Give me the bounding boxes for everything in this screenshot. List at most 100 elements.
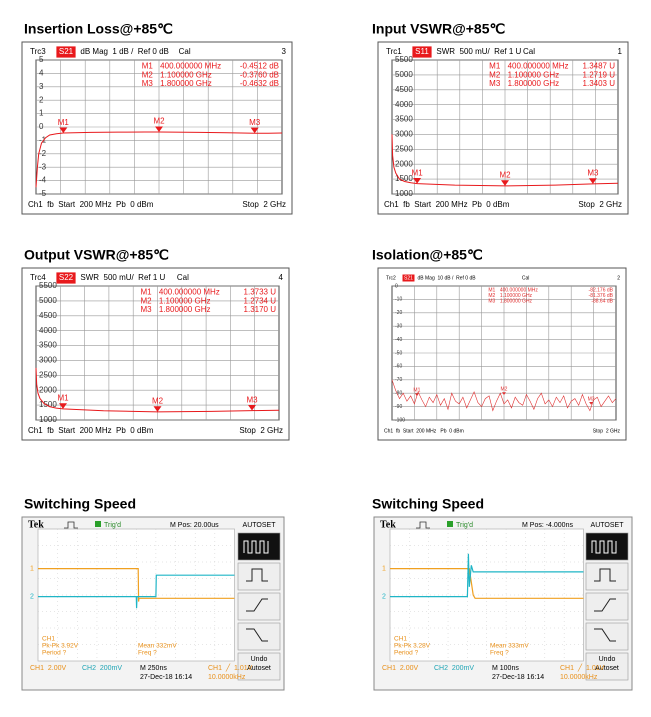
marker-triangle: [59, 403, 67, 409]
param-badge: [56, 272, 76, 284]
footer-left: Ch1 fb Start 200 MHz Pb 0 dBm: [28, 426, 154, 435]
menu-icon: [246, 628, 268, 642]
date: 27-Dec-18 16:14: [140, 674, 192, 681]
menu-button: [237, 562, 281, 591]
trigger-level: CH1 ╱ 1.01V: [208, 663, 253, 672]
marker-table-name: M1: [488, 287, 495, 293]
y-tick-label: 1000: [395, 189, 413, 198]
screen-frame: [377, 41, 629, 215]
marker-table-y: -0.3760 dB: [240, 70, 279, 79]
trace-line: [35, 367, 280, 413]
pulse-icon: [64, 521, 78, 529]
marker-name: M1: [413, 388, 420, 394]
panel-title: Input VSWR@+85℃: [372, 21, 505, 37]
panel-title: Switching Speed: [372, 496, 484, 512]
y-tick-label: 1: [39, 109, 44, 118]
marker-triangle: [250, 127, 259, 134]
param-label: S21: [59, 47, 74, 56]
trace-label: Trc4: [30, 273, 46, 282]
menu-button: [585, 562, 629, 591]
menu-title: AUTOSET: [591, 522, 625, 529]
format-label: dB Mag 1 dB / Ref 0 dB: [80, 47, 168, 56]
channel-marker: 1: [382, 565, 386, 572]
measurement: Mean 333mV: [490, 643, 529, 650]
marker-name: M3: [246, 395, 258, 404]
marker-table-x: 1.100000 GHz: [160, 70, 212, 79]
marker-table-name: M2: [140, 296, 152, 305]
marker-table-y: -81.376 dB: [589, 293, 614, 299]
date: 27-Dec-18 16:14: [492, 674, 544, 681]
channel-marker: 2: [30, 593, 34, 600]
cal-label: Cal: [522, 275, 530, 281]
footer-right: Stop 2 GHz: [239, 426, 283, 435]
trace-line: [35, 131, 283, 188]
y-tick-label: 0: [395, 283, 398, 289]
marker-triangle: [413, 178, 422, 184]
channel-number: 3: [282, 47, 287, 56]
menu-button: [585, 652, 629, 681]
marker-table-x: 1.100000 GHz: [500, 293, 533, 299]
marker-table-y: 1.3170 U: [244, 305, 277, 314]
y-tick-label: 5500: [395, 55, 413, 64]
y-tick-label: -30: [395, 324, 402, 330]
marker-name: M3: [588, 396, 595, 402]
timebase: M 250ns: [140, 665, 167, 672]
y-tick-label: 2000: [395, 159, 413, 168]
measurement: Pk-Pk 3.28V: [394, 643, 431, 650]
y-tick-label: -2: [39, 149, 47, 158]
menu-undo: Autoset: [595, 665, 619, 672]
y-tick-label: 2500: [39, 370, 57, 379]
marker-name: M2: [499, 171, 511, 180]
brand: Tek: [380, 519, 396, 530]
frequency: 10.0000kHz: [208, 674, 246, 681]
marker-name: M2: [153, 117, 165, 126]
ch1-scale: CH1 2.00V: [382, 665, 419, 672]
y-tick-label: -90: [395, 404, 402, 410]
y-tick-label: -3: [39, 162, 47, 171]
marker-table-x: 1.800000 GHz: [500, 298, 533, 304]
trace-label: Trc1: [386, 47, 402, 56]
format-label: dB Mag 10 dB / Ref 0 dB: [418, 275, 477, 281]
waveform: [38, 568, 235, 602]
panel-title: Isolation@+85℃: [372, 247, 483, 263]
menu-undo: Undo: [599, 656, 616, 663]
param-badge: [402, 274, 415, 282]
marker-table-x: 400.000000 MHz: [159, 288, 220, 297]
channel-number: 2: [617, 275, 620, 281]
marker-table-name: M3: [488, 298, 495, 304]
menu-undo: Autoset: [247, 665, 271, 672]
marker-table-x: 1.100000 GHz: [159, 296, 211, 305]
marker-name: M1: [57, 394, 69, 403]
marker-table-y: -82.176 dB: [589, 287, 614, 293]
frequency: 10.0000kHz: [560, 674, 598, 681]
menu-icon: [594, 568, 616, 582]
y-tick-label: 1500: [39, 400, 57, 409]
brand: Tek: [28, 519, 44, 530]
marker-triangle: [153, 406, 162, 412]
param-badge: [412, 46, 432, 58]
marker-triangle: [589, 401, 594, 405]
y-tick-label: 3000: [39, 356, 57, 365]
timebase: M 100ns: [492, 665, 519, 672]
ch2-scale: CH2 200mV: [434, 665, 474, 672]
marker-table-name: M3: [142, 79, 154, 88]
y-tick-label: 2: [39, 95, 44, 104]
y-tick-label: 1000: [39, 415, 57, 424]
menu-undo: Undo: [251, 656, 268, 663]
marker-table-y: 1.2734 U: [244, 296, 277, 305]
marker-table-name: M2: [142, 70, 154, 79]
footer-right: Stop 2 GHz: [593, 428, 621, 434]
marker-table-y: 1.2719 U: [583, 70, 616, 79]
marker-triangle: [155, 126, 163, 133]
footer-left: Ch1 fb Start 200 MHz Pb 0 dBm: [384, 428, 464, 434]
y-tick-label: 3500: [395, 115, 413, 124]
footer-left: Ch1 fb Start 200 MHz Pb 0 dBm: [384, 200, 510, 209]
menu-button: [237, 652, 281, 681]
marker-table-x: 400.000000 MHz: [160, 62, 221, 71]
footer-right: Stop 2 GHz: [242, 200, 286, 209]
y-tick-label: 5000: [395, 70, 413, 79]
y-tick-label: 5000: [39, 296, 57, 305]
menu-icon: [594, 598, 616, 612]
y-tick-label: -4: [39, 176, 47, 185]
